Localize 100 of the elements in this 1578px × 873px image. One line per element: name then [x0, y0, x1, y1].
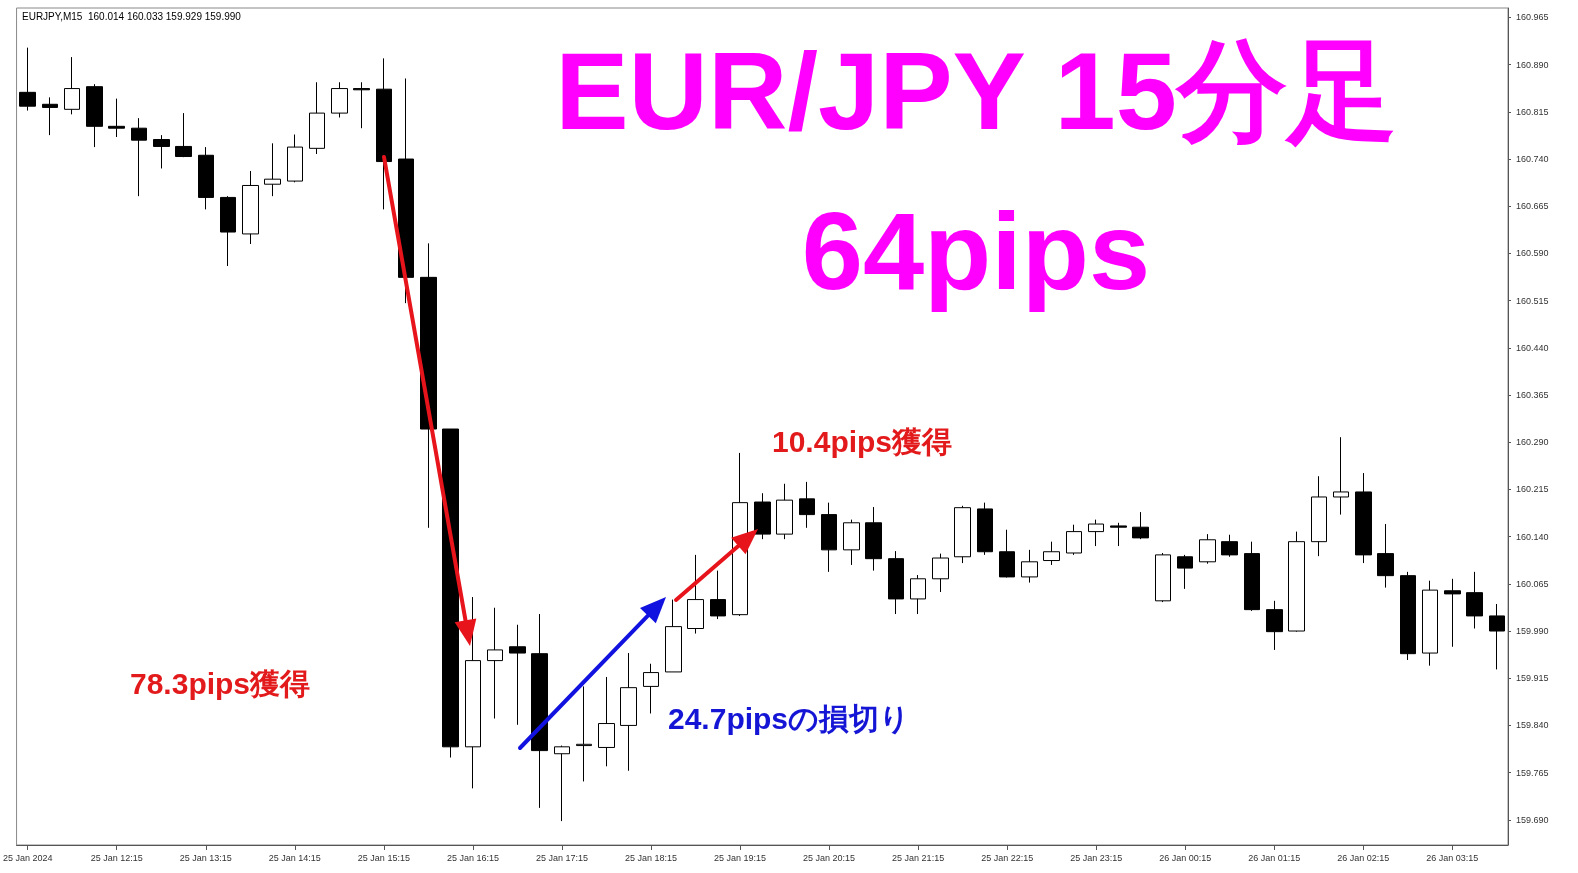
y-tick-label: 160.515	[1516, 295, 1549, 306]
x-tick-label: 25 Jan 14:15	[268, 852, 321, 863]
y-tick-label: 160.665	[1516, 201, 1549, 212]
x-tick-label: 25 Jan 20:15	[803, 852, 856, 863]
y-tick-label: 160.965	[1516, 12, 1549, 23]
candlestick	[420, 242, 437, 529]
candlestick	[687, 554, 704, 635]
x-tick-label: 26 Jan 02:15	[1337, 852, 1390, 863]
x-tick-label: 26 Jan 00:15	[1159, 852, 1212, 863]
x-tick-label: 25 Jan 12:15	[90, 852, 143, 863]
candlestick	[1110, 522, 1127, 547]
x-tick-label: 25 Jan 21:15	[892, 852, 945, 863]
y-tick-label: 159.990	[1516, 626, 1549, 637]
candlestick	[821, 502, 837, 573]
y-tick-label: 160.215	[1516, 484, 1549, 495]
candlestick	[487, 607, 503, 720]
candlestick	[843, 519, 860, 566]
candlestick	[1177, 554, 1193, 590]
y-tick-label: 160.590	[1516, 248, 1549, 259]
x-tick-label: 25 Jan 23:15	[1070, 852, 1123, 863]
y-tick-label: 160.365	[1516, 390, 1549, 401]
candlestick	[264, 142, 281, 197]
candlestick	[1311, 475, 1327, 557]
candlestick	[131, 117, 147, 197]
candlestick	[799, 481, 815, 529]
x-tick-label: 25 Jan 2024	[2, 852, 53, 863]
candlestick	[1155, 552, 1171, 603]
candlestick	[710, 570, 726, 620]
candlestick	[398, 77, 414, 304]
candlestick	[643, 663, 659, 714]
candlestick	[1466, 571, 1483, 630]
candlestick	[620, 652, 637, 772]
candlestick	[153, 134, 170, 169]
candlestick	[19, 47, 36, 112]
candlestick	[977, 502, 993, 556]
y-tick-label: 160.065	[1516, 578, 1549, 589]
x-tick-label: 25 Jan 13:15	[179, 852, 232, 863]
x-tick-label: 25 Jan 19:15	[714, 852, 767, 863]
candlestick	[1066, 524, 1082, 556]
y-tick-label: 160.740	[1516, 154, 1549, 165]
x-tick-label: 25 Jan 22:15	[981, 852, 1034, 863]
annotation: EURJPY,M15 160.014 160.033 159.929 159.990	[22, 10, 242, 22]
candlestick	[220, 195, 236, 267]
candlestick	[442, 428, 459, 759]
x-tick-label: 25 Jan 15:15	[357, 852, 410, 863]
candlestick	[1043, 541, 1060, 566]
annotation: 10.4pips獲得	[772, 424, 953, 458]
y-tick-label: 159.840	[1516, 720, 1549, 731]
candlestick	[1266, 600, 1283, 651]
candlestick	[576, 685, 592, 782]
candlestick	[465, 596, 481, 789]
x-tick-label: 26 Jan 03:15	[1426, 852, 1479, 863]
annotation: 78.3pips獲得	[130, 666, 311, 700]
candlestick	[242, 170, 259, 245]
candlestick	[175, 112, 192, 158]
candlestick	[954, 505, 971, 564]
candlestick	[1333, 436, 1349, 516]
candlestick	[1221, 534, 1238, 558]
candlestick	[376, 57, 392, 210]
candlestick	[287, 133, 303, 183]
candlestick	[910, 574, 926, 615]
candlestick	[64, 56, 80, 115]
candlestick	[1444, 578, 1461, 648]
y-tick-label: 160.140	[1516, 531, 1549, 542]
y-tick-label: 160.815	[1516, 106, 1549, 117]
candlestick	[86, 83, 103, 148]
candlestick	[198, 146, 214, 210]
candlestick	[598, 676, 615, 767]
candlestick	[1132, 511, 1149, 540]
y-tick-label: 160.290	[1516, 437, 1549, 448]
candlestick	[42, 96, 58, 136]
text: 64pips	[801, 188, 1151, 312]
y-tick-label: 160.440	[1516, 342, 1549, 353]
candlestick	[1400, 571, 1416, 661]
y-tick-label: 159.765	[1516, 767, 1549, 778]
x-tick-label: 25 Jan 17:15	[535, 852, 588, 863]
candlestick	[665, 599, 682, 673]
candlestick	[1489, 603, 1505, 670]
candlestick	[754, 492, 771, 540]
candlestick	[108, 98, 125, 138]
candlestick	[1355, 472, 1372, 564]
x-tick-label: 26 Jan 01:15	[1248, 852, 1301, 863]
candlestick	[1244, 541, 1260, 612]
y-tick-label: 159.690	[1516, 814, 1549, 825]
candlestick	[1422, 580, 1438, 667]
candlestick	[888, 550, 904, 615]
x-tick-label: 25 Jan 18:15	[624, 852, 678, 863]
candlestick	[509, 624, 526, 726]
candlestick	[531, 613, 548, 809]
candlestick	[554, 745, 570, 822]
chart-title: EUR/JPY 15分足	[555, 28, 1397, 152]
annotation: 24.7pipsの損切り	[668, 701, 911, 735]
candlestick	[353, 81, 370, 129]
candlestick	[1199, 533, 1216, 565]
candlestick	[999, 529, 1015, 579]
candlestick	[331, 81, 348, 118]
candlestick	[865, 506, 882, 572]
x-tick-label: 25 Jan 16:15	[446, 852, 499, 863]
candlestick	[309, 81, 325, 155]
candlestick	[776, 483, 793, 540]
